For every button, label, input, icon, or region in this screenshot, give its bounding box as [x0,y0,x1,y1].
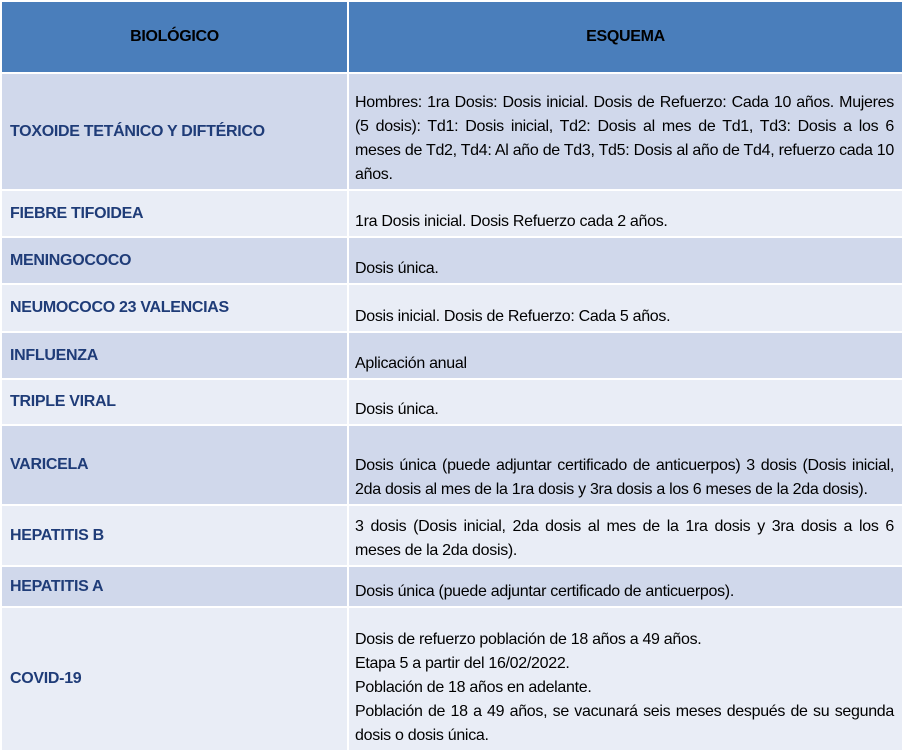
esquema-cell: 3 dosis (Dosis inicial, 2da dosis al mes… [347,504,902,567]
esquema-text: Población de 18 años en adelante. [355,679,592,696]
biologico-cell: COVID-19 [0,606,349,752]
esquema-text: Etapa 5 a partir del 16/02/2022. [355,655,570,672]
esquema-text: Dosis de refuerzo población de 18 años a… [355,631,702,648]
esquema-text: Dosis única. [355,401,439,418]
esquema-text: Población de 18 a 49 años, se vacunará s… [355,703,894,744]
table-row: MENINGOCOCO Dosis única. [0,236,902,285]
esquema-text: 1ra Dosis inicial. Dosis Refuerzo cada 2… [355,213,668,230]
esquema-cell: Dosis única. [347,378,902,426]
esquema-text: Dosis única. [355,260,439,277]
biologico-cell: VARICELA [0,424,349,506]
table-row: HEPATITIS A Dosis única (puede adjuntar c… [0,565,902,608]
esquema-text: 3 dosis (Dosis inicial, 2da dosis al mes… [355,518,894,559]
table-row: TOXOIDE TETÁNICO Y DIFTÉRICO Hombres: 1ra… [0,72,902,191]
table-row: FIEBRE TIFOIDEA 1ra Dosis inicial. Dosis … [0,189,902,238]
biologico-cell: NEUMOCOCO 23 VALENCIAS [0,283,349,333]
esquema-text: Dosis única (puede adjuntar certificado … [355,583,734,600]
esquema-cell: Hombres: 1ra Dosis: Dosis inicial. Dosis… [347,72,902,191]
table-body: TOXOIDE TETÁNICO Y DIFTÉRICO Hombres: 1ra… [0,72,902,752]
esquema-text: Dosis única (puede adjuntar certificado … [355,457,894,498]
biologico-cell: INFLUENZA [0,331,349,380]
biologico-cell: TRIPLE VIRAL [0,378,349,426]
table-row: INFLUENZA Aplicación anual [0,331,902,380]
esquema-cell: Dosis de refuerzo población de 18 años a… [347,606,902,752]
biologico-cell: HEPATITIS A [0,565,349,608]
table-row: TRIPLE VIRAL Dosis única. [0,378,902,426]
esquema-cell: Dosis única (puede adjuntar certificado … [347,565,902,608]
esquema-cell: 1ra Dosis inicial. Dosis Refuerzo cada 2… [347,189,902,238]
table-row: VARICELA Dosis única (puede adjuntar cert… [0,424,902,506]
header-cell: ESQUEMA [347,0,902,74]
header-row: BIOLÓGICO ESQUEMA [0,0,902,74]
esquema-cell: Dosis única (puede adjuntar certificado … [347,424,902,506]
biologico-cell: TOXOIDE TETÁNICO Y DIFTÉRICO [0,72,349,191]
table-row: COVID-19 Dosis de refuerzo población de 1… [0,606,902,752]
esquema-cell: Dosis inicial. Dosis de Refuerzo: Cada 5… [347,283,902,333]
esquema-cell: Dosis única. [347,236,902,285]
table-row: NEUMOCOCO 23 VALENCIAS Dosis inicial. Dos… [0,283,902,333]
esquema-text: Hombres: 1ra Dosis: Dosis inicial. Dosis… [355,94,894,183]
esquema-text: Dosis inicial. Dosis de Refuerzo: Cada 5… [355,308,671,325]
esquema-text: Aplicación anual [355,355,467,372]
biologico-cell: HEPATITIS B [0,504,349,567]
header-cell: BIOLÓGICO [0,0,349,74]
esquema-cell: Aplicación anual [347,331,902,380]
biologico-cell: MENINGOCOCO [0,236,349,285]
biologico-cell: FIEBRE TIFOIDEA [0,189,349,238]
